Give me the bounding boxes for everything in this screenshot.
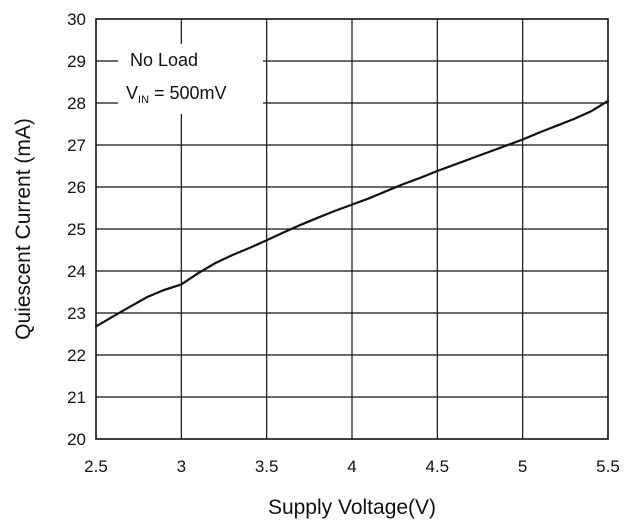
y-tick-label: 30 xyxy=(67,10,86,29)
x-tick-label: 5.5 xyxy=(596,457,620,476)
annotation-line-2: VIN = 500mV xyxy=(126,83,227,106)
y-tick-label: 23 xyxy=(67,304,86,323)
y-tick-label: 26 xyxy=(67,178,86,197)
y-tick-label: 20 xyxy=(67,430,86,449)
y-tick-label: 29 xyxy=(67,52,86,71)
y-tick-label: 21 xyxy=(67,388,86,407)
x-tick-label: 2.5 xyxy=(84,457,108,476)
plot-frame xyxy=(95,18,609,440)
annotation-vin-value: = 500mV xyxy=(149,83,227,103)
y-tick-label: 22 xyxy=(67,346,86,365)
series-line xyxy=(94,99,610,328)
x-tick-labels: 2.5 3 3.5 4 4.5 5 5.5 xyxy=(84,457,620,476)
y-tick-label: 25 xyxy=(67,220,86,239)
annotation-vin-subscript: IN xyxy=(138,94,149,106)
x-tick-label: 4.5 xyxy=(426,457,450,476)
annotation-box: No Load VIN = 500mV xyxy=(118,44,263,114)
y-tick-label: 24 xyxy=(67,262,86,281)
y-axis-title: Quiescent Current (mA) xyxy=(12,118,35,340)
x-axis-title: Supply Voltage(V) xyxy=(268,496,436,519)
y-tick-label: 27 xyxy=(67,136,86,155)
y-tick-labels: 20 21 22 23 24 25 26 27 28 29 30 xyxy=(67,10,86,449)
annotation-vin-symbol: V xyxy=(126,83,138,103)
x-tick-label: 3.5 xyxy=(255,457,279,476)
x-tick-label: 5 xyxy=(518,457,527,476)
x-tick-label: 4 xyxy=(347,457,356,476)
y-tick-label: 28 xyxy=(67,94,86,113)
annotation-line-1: No Load xyxy=(130,50,198,70)
series-layer xyxy=(94,99,610,328)
x-tick-label: 3 xyxy=(177,457,186,476)
grid-lines xyxy=(96,19,608,439)
annotation-background xyxy=(118,44,263,114)
